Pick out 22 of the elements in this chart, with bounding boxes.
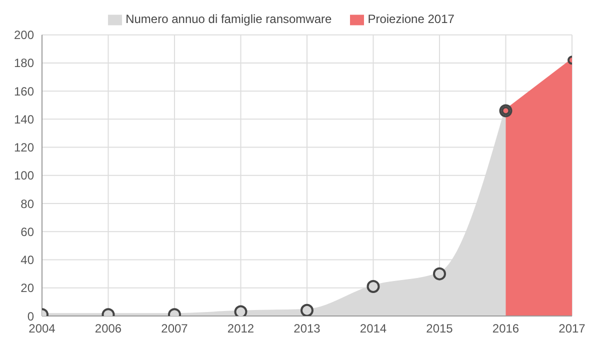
y-tick-label: 160 (14, 84, 34, 98)
y-tick-label: 100 (14, 168, 34, 183)
x-tick-label: 2016 (492, 322, 520, 336)
x-tick-label: 2004 (28, 322, 56, 336)
y-tick-label: 20 (20, 281, 34, 296)
x-tick-label: 2017 (558, 322, 586, 336)
legend-label: Proiezione 2017 (368, 12, 454, 26)
x-tick-label: 2007 (161, 322, 188, 336)
y-tick-label: 0 (27, 309, 34, 324)
x-tick-label: 2015 (426, 322, 454, 336)
x-tick-label: 2006 (94, 322, 122, 336)
y-tick-label: 60 (20, 224, 34, 239)
y-tick-label: 40 (20, 253, 34, 268)
x-tick-label: 2012 (227, 322, 254, 336)
y-tick-label: 140 (14, 112, 34, 126)
x-tick-label: 2013 (294, 322, 321, 336)
y-tick-label: 200 (14, 28, 34, 42)
legend-label: Numero annuo di famiglie ransomware (126, 12, 332, 26)
y-tick-label: 80 (20, 196, 34, 211)
x-tick-label: 2014 (360, 322, 387, 336)
y-tick-label: 120 (14, 140, 34, 155)
y-tick-label: 180 (14, 56, 34, 70)
